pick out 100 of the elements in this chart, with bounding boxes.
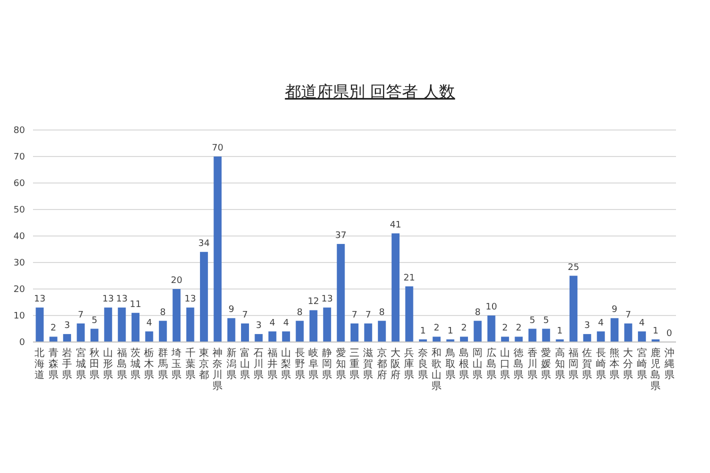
x-tick-label: 山梨県	[281, 347, 292, 381]
data-label: 8	[160, 308, 166, 318]
x-tick-label: 愛知県	[336, 347, 346, 381]
data-label: 7	[78, 310, 84, 320]
data-label: 1	[652, 326, 658, 336]
y-tick-label: 20	[14, 285, 26, 295]
bar	[460, 336, 468, 342]
x-tick-label: 福井県	[267, 347, 278, 381]
bar	[104, 308, 112, 342]
x-tick-label: 愛媛県	[541, 347, 552, 381]
data-label: 13	[321, 294, 333, 305]
bar	[118, 308, 126, 342]
bar	[241, 323, 249, 342]
bar	[309, 310, 318, 342]
bar	[76, 323, 85, 342]
x-tick-label: 岐阜県	[308, 347, 318, 381]
data-label: 2	[434, 324, 440, 334]
bar	[624, 323, 632, 342]
data-label: 34	[198, 238, 210, 249]
bar	[282, 331, 290, 342]
y-tick-label: 0	[19, 338, 26, 348]
bar	[254, 334, 263, 342]
bar	[350, 323, 358, 342]
x-tick-label: 富山県	[240, 347, 250, 381]
bar	[227, 318, 236, 342]
bar	[200, 252, 208, 342]
x-tick-label: 秋田県	[89, 347, 100, 381]
data-label: 3	[584, 321, 590, 332]
bar	[501, 336, 510, 342]
data-label: 8	[474, 308, 481, 318]
data-label: 13	[184, 294, 196, 305]
y-tick-label: 30	[14, 258, 26, 268]
data-label: 0	[666, 329, 672, 339]
bar	[132, 312, 140, 342]
data-label: 9	[228, 305, 234, 316]
x-tick-label: 鹿児島県	[650, 347, 661, 392]
data-label: 3	[64, 321, 70, 332]
x-tick-label: 静岡県	[322, 347, 332, 381]
bar	[36, 308, 44, 342]
x-tick-label: 島根県	[458, 347, 469, 381]
x-tick-label: 山口県	[500, 347, 510, 381]
x-tick-label: 三重県	[350, 348, 360, 381]
data-label: 20	[170, 276, 183, 286]
x-tick-label: 熊本県	[610, 347, 620, 381]
data-label: 2	[516, 324, 522, 334]
x-tick-label: 佐賀県	[582, 348, 592, 381]
data-label: 9	[612, 305, 618, 316]
data-label: 7	[365, 310, 372, 320]
bar	[392, 233, 400, 342]
data-label: 1	[420, 326, 426, 336]
data-label: 4	[146, 318, 152, 328]
data-label: 13	[116, 294, 128, 305]
bar	[596, 331, 605, 342]
data-label: 5	[92, 316, 98, 326]
x-tick-label: 新潟県	[226, 347, 236, 381]
data-label: 7	[242, 310, 248, 320]
data-label: 25	[568, 262, 580, 273]
x-tick-label: 鳥取県	[444, 347, 456, 381]
x-tick-label: 山形県	[103, 347, 114, 381]
bar	[638, 331, 646, 342]
y-tick-label: 60	[14, 179, 26, 189]
x-tick-label: 埼玉県	[170, 347, 182, 381]
x-tick-label: 石川県	[254, 348, 264, 381]
data-label: 3	[256, 321, 262, 332]
bar	[487, 316, 496, 342]
x-tick-label: 岡山県	[472, 348, 483, 381]
x-tick-label: 岩手県	[62, 347, 72, 381]
bar	[186, 308, 194, 342]
bar	[90, 328, 98, 342]
bar	[63, 334, 72, 342]
data-label: 7	[352, 310, 358, 320]
data-label: 4	[639, 318, 646, 328]
data-label: 1	[556, 326, 563, 336]
y-tick-label: 80	[14, 126, 26, 136]
data-label: 5	[543, 316, 549, 326]
y-tick-label: 50	[14, 206, 26, 216]
x-tick-label: 沖縄県	[663, 347, 674, 381]
bar	[432, 336, 441, 342]
x-tick-label: 広島県	[486, 347, 496, 381]
bar	[570, 276, 578, 342]
x-tick-label: 和歌山県	[432, 347, 442, 392]
x-tick-label: 大分県	[623, 347, 634, 381]
bar	[364, 323, 372, 342]
x-tick-label: 東京都	[198, 347, 209, 381]
x-tick-label: 大阪府	[390, 347, 401, 381]
y-tick-label: 40	[14, 232, 26, 242]
bar	[49, 336, 58, 342]
x-tick-label: 群馬県	[156, 347, 168, 381]
bar	[474, 320, 482, 342]
data-label: 13	[34, 294, 46, 305]
bar	[378, 320, 386, 342]
chart-title: 都道府県別 回答者 人数	[284, 82, 456, 101]
data-label: 4	[283, 318, 290, 328]
x-tick-label: 滋賀県	[363, 347, 374, 381]
x-tick-label: 栃木県	[144, 347, 154, 381]
x-tick-label: 兵庫県	[404, 347, 414, 381]
bar	[405, 286, 414, 342]
data-label: 12	[308, 297, 320, 308]
data-label: 2	[50, 324, 56, 334]
x-tick-label: 香川県	[527, 347, 538, 381]
